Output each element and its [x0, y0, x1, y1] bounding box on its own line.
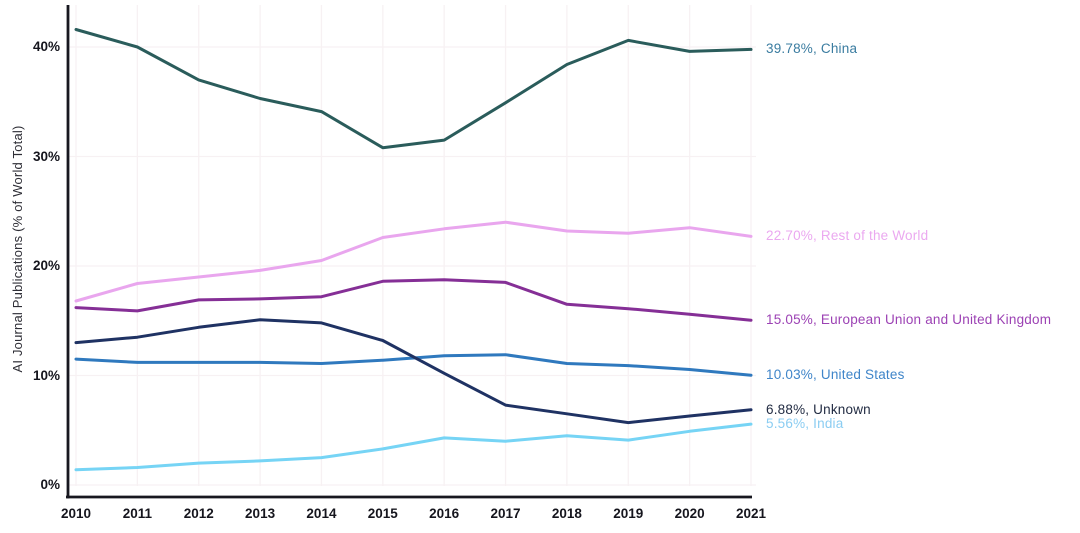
series-line-unknown [74, 318, 753, 425]
series-line-eu-and-uk [74, 278, 753, 322]
series-line-india [74, 422, 753, 472]
gridlines [69, 5, 756, 486]
series-line-rest-of-the-world [74, 220, 753, 303]
series-line-china [74, 28, 753, 150]
